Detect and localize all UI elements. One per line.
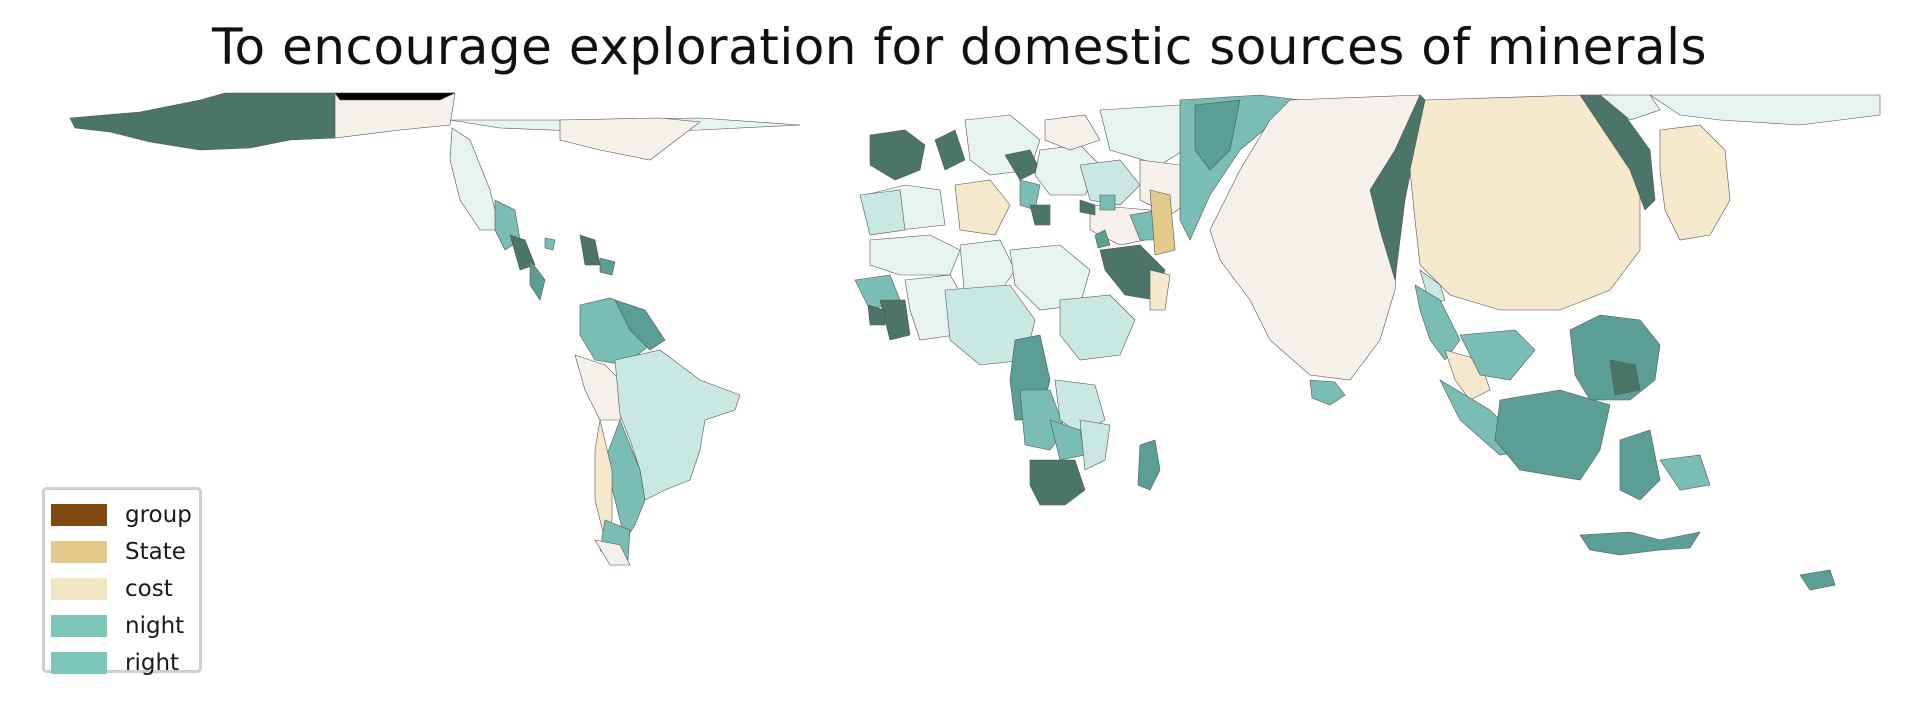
region-arctic-black <box>334 92 456 101</box>
legend-label-state: State <box>125 538 186 565</box>
region-north-africa-2 <box>869 234 961 276</box>
legend-swatch-cost <box>51 577 107 600</box>
legend-swatch-night <box>51 614 107 637</box>
map-title: To encourage exploration for domestic so… <box>211 18 1708 76</box>
region-caribbean-3 <box>544 237 556 251</box>
legend-swatch-state <box>51 540 107 563</box>
region-mozambique <box>1079 419 1111 471</box>
region-east-africa <box>1059 294 1136 361</box>
region-brazil <box>614 349 741 501</box>
region-horn <box>1149 269 1171 311</box>
legend-item-right: right <box>51 644 199 681</box>
region-indonesia <box>1494 389 1611 481</box>
region-madagascar <box>1137 439 1161 491</box>
legend-label-cost: cost <box>125 575 173 602</box>
region-venezuela <box>614 299 666 351</box>
region-australia <box>1579 531 1701 556</box>
region-indochina <box>1459 329 1536 381</box>
region-japan <box>1659 124 1731 241</box>
region-russia-far <box>1649 94 1881 126</box>
region-indonesia-east <box>1619 429 1661 501</box>
region-new-zealand <box>1799 569 1836 591</box>
legend-item-state: State <box>51 533 199 570</box>
region-uk <box>869 129 926 181</box>
legend-label-night: night <box>125 612 185 639</box>
region-west-africa-3 <box>867 304 886 326</box>
map-legend: group State cost night right <box>42 487 202 676</box>
legend-swatch-group <box>51 503 107 526</box>
legend-item-group: group <box>51 496 199 533</box>
region-middle-east-2 <box>1094 229 1111 249</box>
region-new-guinea <box>1659 454 1711 491</box>
region-mongolia-strip <box>1599 94 1661 121</box>
region-caucasus-1 <box>1079 199 1096 216</box>
legend-item-cost: cost <box>51 570 199 607</box>
region-caucasus-2 <box>1099 194 1116 211</box>
region-sri-lanka <box>1309 379 1346 406</box>
region-central-america-3 <box>529 259 546 301</box>
region-mexico <box>449 127 501 231</box>
region-southern-tip <box>594 539 631 566</box>
region-balkans-2 <box>1029 204 1051 226</box>
region-north-africa-1 <box>859 189 906 236</box>
region-south-africa <box>1029 459 1086 506</box>
region-poland <box>1044 114 1101 151</box>
region-caribbean-1 <box>579 234 601 266</box>
region-iran <box>1149 189 1176 256</box>
legend-item-night: night <box>51 607 199 644</box>
region-greenland-strip <box>559 117 701 161</box>
region-caribbean-2 <box>599 257 616 276</box>
region-myanmar <box>1414 284 1461 361</box>
region-france <box>954 179 1011 236</box>
legend-label-group: group <box>125 501 192 528</box>
region-philippines-inner <box>1609 359 1641 396</box>
legend-swatch-right <box>51 651 107 674</box>
region-alaska <box>69 92 336 151</box>
region-russia-strip <box>1194 99 1241 171</box>
region-scandinavia-1 <box>934 129 966 171</box>
region-west-africa-2 <box>879 299 911 341</box>
region-eastern-europe <box>1079 159 1141 206</box>
region-central-america-2 <box>509 234 536 271</box>
legend-label-right: right <box>125 649 180 676</box>
